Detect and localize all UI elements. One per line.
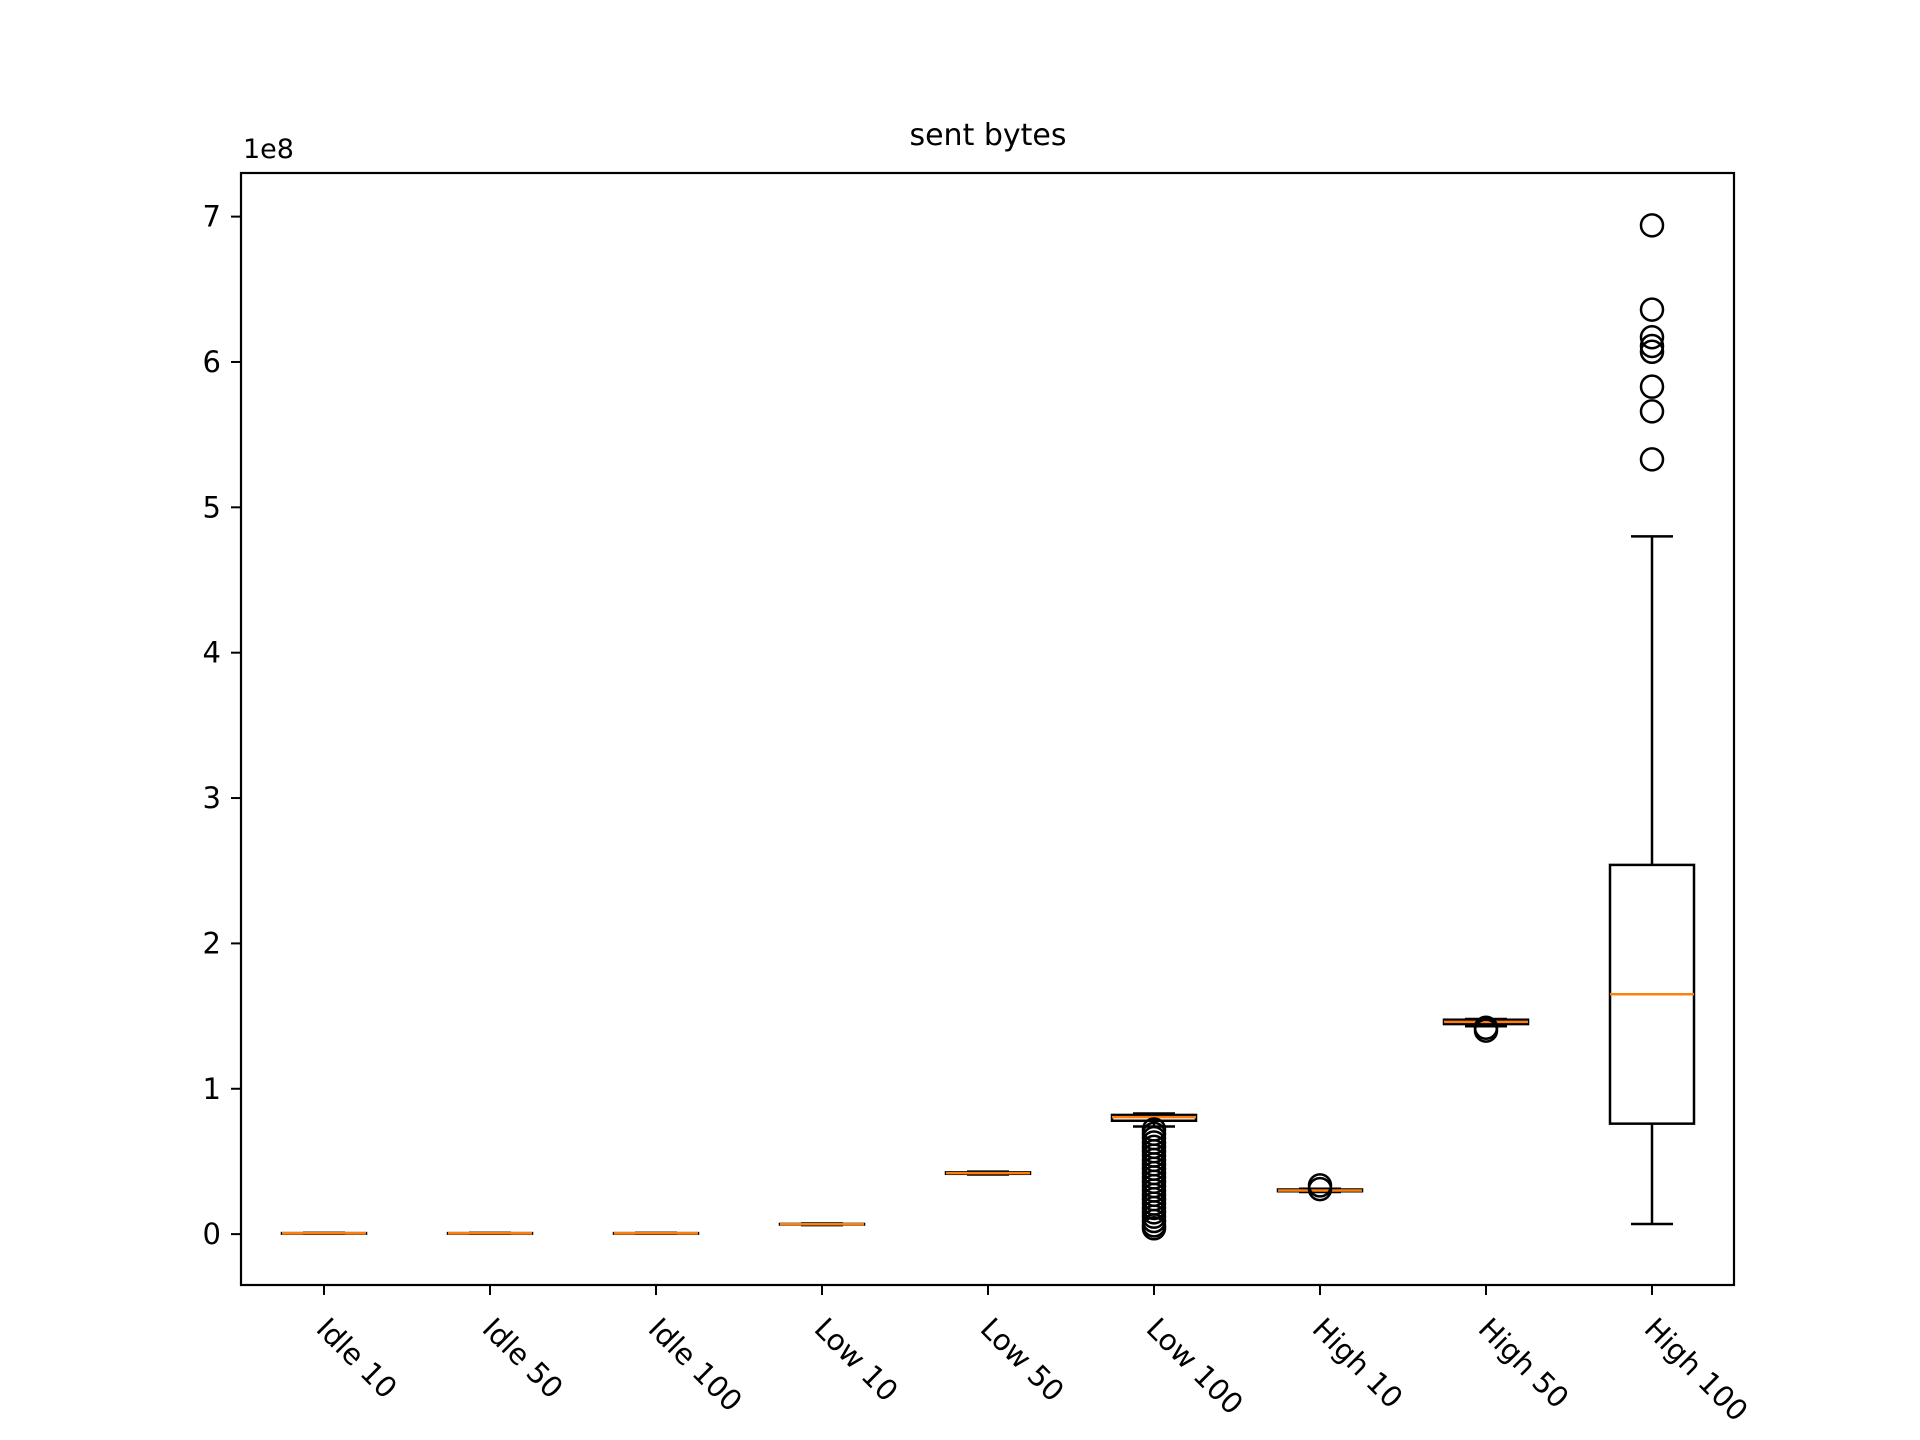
- box-low-10: [778, 1222, 866, 1227]
- outlier-point: [1639, 325, 1665, 350]
- box-idle-50: [446, 1231, 534, 1235]
- outlier-point: [1639, 374, 1665, 399]
- outlier-point: [1639, 297, 1665, 322]
- y-tick-label: 2: [203, 926, 221, 960]
- box-high-10: [1276, 1173, 1364, 1202]
- outlier-point: [1473, 1015, 1499, 1040]
- outlier-point: [1639, 399, 1665, 424]
- box-idle-100: [612, 1231, 700, 1235]
- outlier-point: [1639, 333, 1665, 359]
- chart-title: sent bytes: [909, 118, 1066, 153]
- y-tick-label: 1: [203, 1072, 221, 1106]
- y-tick-label: 3: [203, 781, 221, 815]
- y-axis-offset-label: 1e8: [243, 134, 294, 165]
- plot-area-frame: [239, 171, 1736, 1287]
- box-low-50: [944, 1170, 1032, 1176]
- y-tick-label: 4: [203, 636, 221, 670]
- outlier-point: [1639, 447, 1665, 472]
- y-tick-label: 5: [203, 490, 221, 524]
- y-tick-label: 0: [203, 1217, 221, 1251]
- box-high-100: [1608, 213, 1696, 1226]
- outlier-point: [1307, 1173, 1333, 1198]
- y-tick-label: 7: [203, 200, 221, 234]
- outlier-point: [1639, 213, 1665, 238]
- box-high-50: [1442, 1015, 1530, 1043]
- boxes-layer: [280, 213, 1696, 1241]
- y-axis: 0 1 2 3 4 5 6 7: [203, 200, 241, 1251]
- box-low-100: [1110, 1112, 1198, 1241]
- outlier-point: [1141, 1117, 1167, 1142]
- y-tick-label: 6: [203, 345, 221, 379]
- outlier-point: [1639, 339, 1665, 365]
- box-idle-10: [280, 1231, 368, 1235]
